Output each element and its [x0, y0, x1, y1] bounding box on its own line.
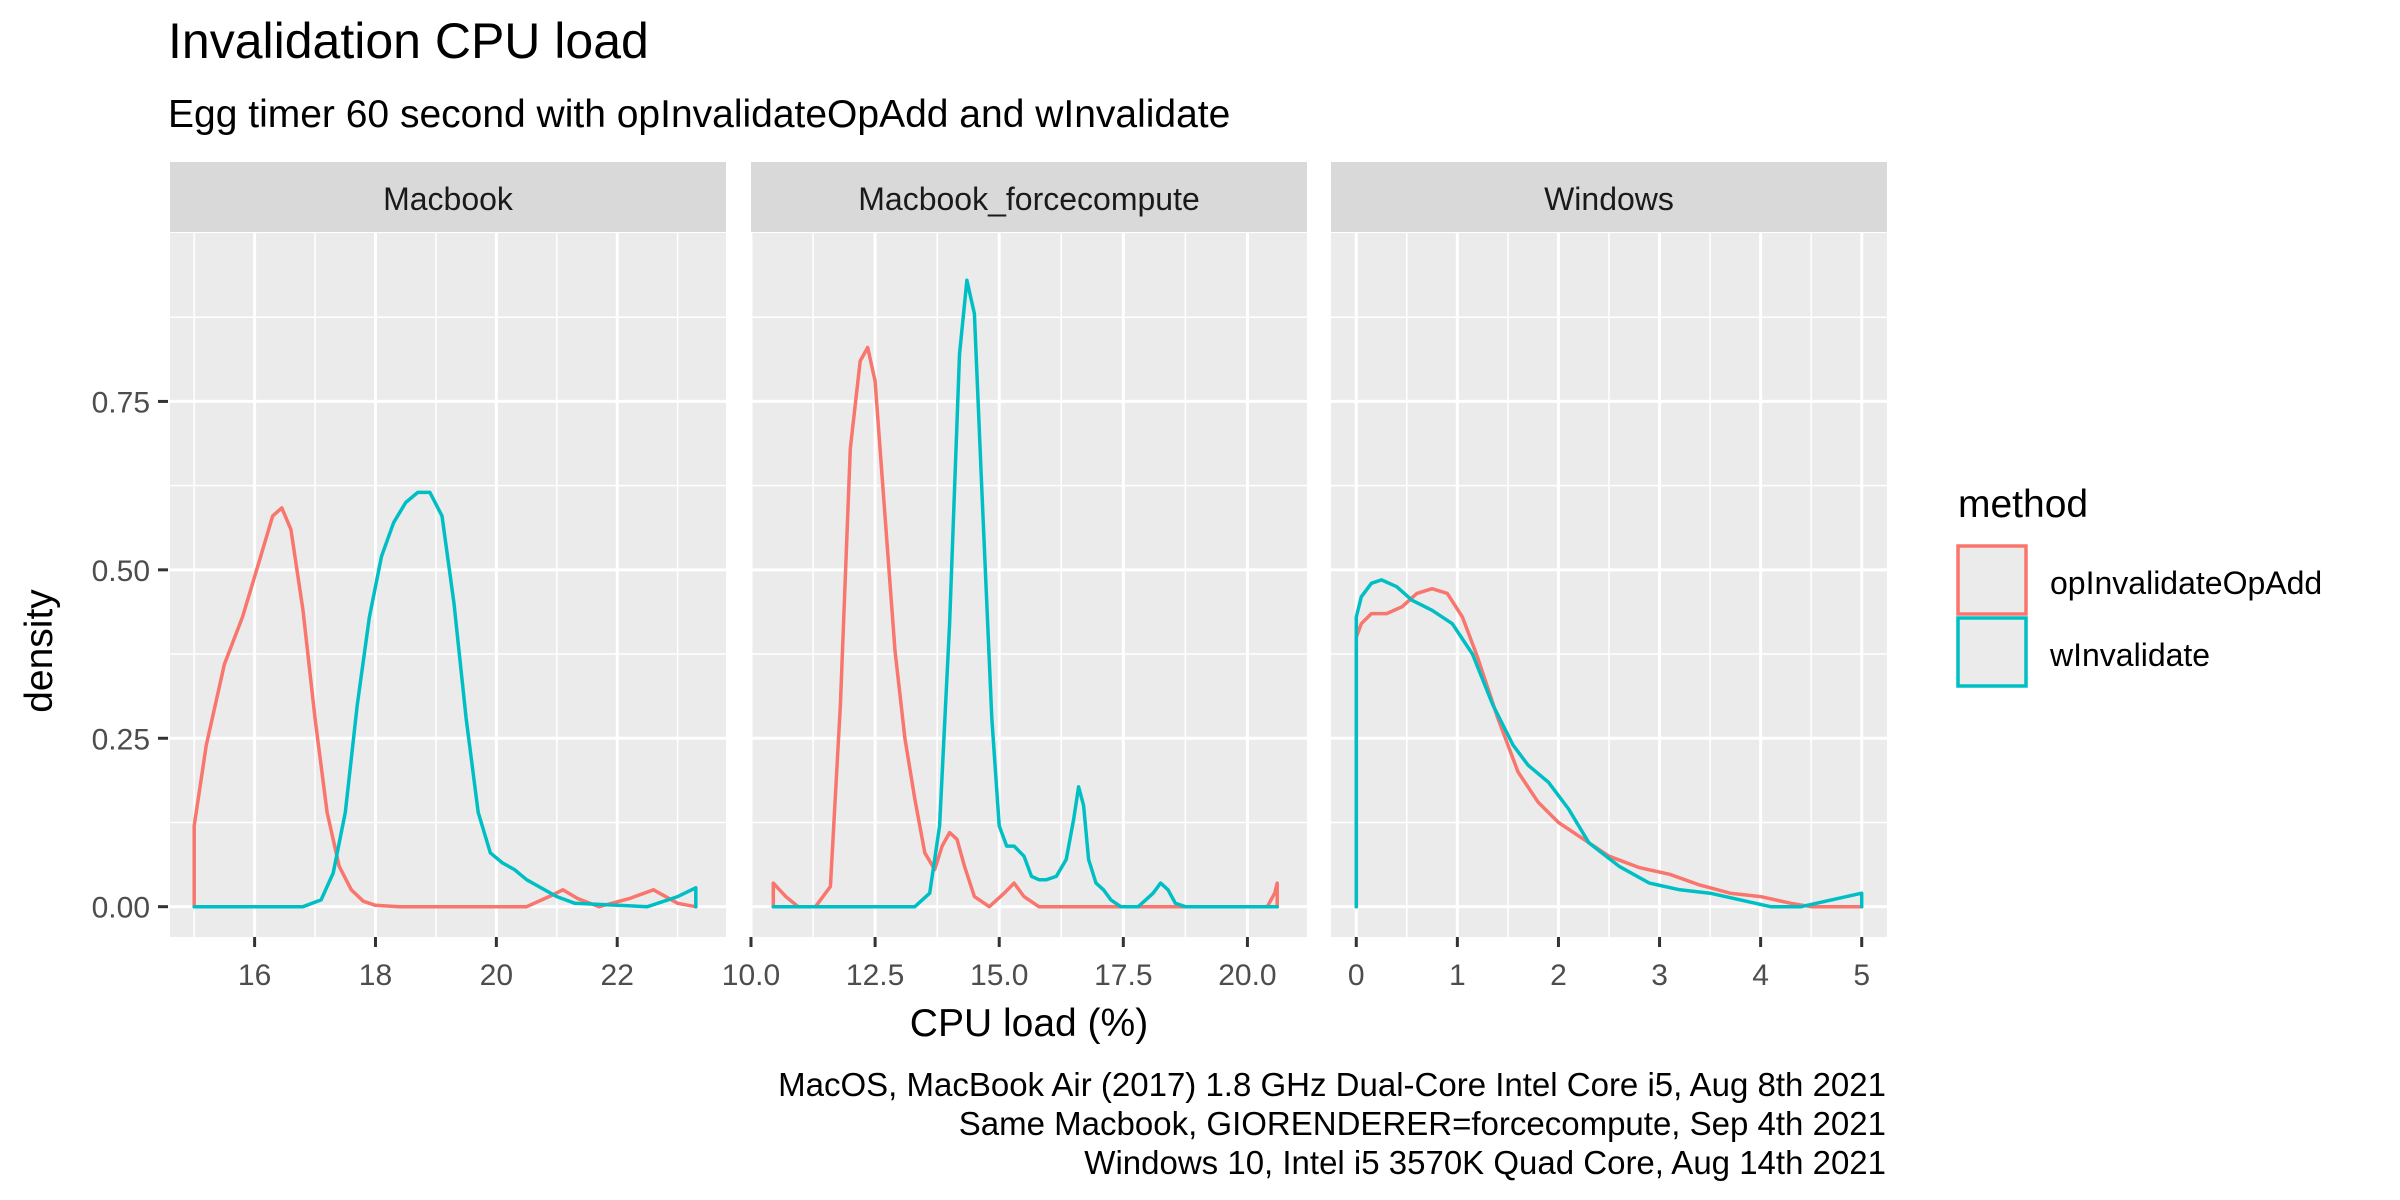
legend-label-winvalidate: wInvalidate — [2049, 637, 2210, 673]
y-axis: 0.00 0.25 0.50 0.75 — [92, 386, 168, 925]
facet-strip-label: Macbook — [383, 181, 514, 217]
facet-strip — [751, 162, 1307, 232]
legend-key-opinvalidateopadd — [1956, 544, 2028, 616]
facet-strip-label: Windows — [1544, 181, 1674, 217]
y-tick-label: 0.50 — [92, 555, 150, 588]
legend: method opInvalidateOpAdd wInvalidate — [1956, 483, 2322, 688]
y-tick-label: 0.00 — [92, 892, 150, 925]
x-tick-label: 18 — [359, 959, 392, 992]
x-tick-label: 17.5 — [1094, 959, 1152, 992]
y-tick-label: 0.75 — [92, 386, 150, 419]
facet-panel-macbook-forcecompute: Macbook_forcecompute 10.0 12.5 15.0 17.5 20.0 — [722, 162, 1307, 992]
x-tick-label: 4 — [1752, 959, 1769, 992]
x-axis-label: CPU load (%) — [910, 1002, 1148, 1045]
caption: MacOS, MacBook Air (2017) 1.8 GHz Dual-C… — [778, 1066, 1886, 1181]
density-line-winvalidate — [192, 490, 698, 909]
x-tick-label: 0 — [1348, 959, 1365, 992]
panel-background — [170, 233, 726, 937]
chart-title: Invalidation CPU load — [168, 13, 649, 69]
x-tick-label: 10.0 — [722, 959, 780, 992]
density-line-opinvalidateopadd — [771, 345, 1279, 909]
x-tick-label: 12.5 — [846, 959, 904, 992]
x-tick-label: 20 — [480, 959, 513, 992]
x-tick-label: 22 — [601, 959, 634, 992]
chart-subtitle: Egg timer 60 second with opInvalidateOpA… — [168, 93, 1230, 136]
caption-line-2: Same Macbook, GIORENDERER=forcecompute, … — [959, 1105, 1886, 1142]
x-tick-label: 16 — [238, 959, 271, 992]
density-line-winvalidate — [1354, 578, 1864, 909]
x-tick-label: 2 — [1550, 959, 1567, 992]
legend-label-opinvalidateopadd: opInvalidateOpAdd — [2050, 565, 2322, 601]
density-line-winvalidate — [771, 278, 1279, 909]
facet-panel-macbook: Macbook 16 18 20 22 — [170, 162, 726, 992]
facet-strip-label: Macbook_forcecompute — [858, 181, 1200, 217]
x-tick-label: 3 — [1651, 959, 1668, 992]
facet-panel-windows: Windows 0 1 2 3 4 5 — [1331, 162, 1887, 992]
legend-key-winvalidate — [1956, 616, 2028, 688]
x-tick-label: 1 — [1449, 959, 1466, 992]
y-axis-label: density — [18, 589, 61, 713]
legend-entry-opinvalidateopadd: opInvalidateOpAdd — [1956, 544, 2322, 616]
facet-strip — [1331, 162, 1887, 232]
x-tick-label: 5 — [1853, 959, 1870, 992]
density-line-opinvalidateopadd — [1354, 586, 1864, 909]
caption-line-1: MacOS, MacBook Air (2017) 1.8 GHz Dual-C… — [778, 1066, 1886, 1103]
legend-entry-winvalidate: wInvalidate — [1956, 616, 2210, 688]
y-tick-label: 0.25 — [92, 723, 150, 756]
caption-line-3: Windows 10, Intel i5 3570K Quad Core, Au… — [1084, 1144, 1886, 1181]
x-tick-label: 15.0 — [970, 959, 1028, 992]
facet-strip — [170, 162, 726, 232]
x-tick-label: 20.0 — [1218, 959, 1276, 992]
legend-title: method — [1958, 483, 2088, 526]
